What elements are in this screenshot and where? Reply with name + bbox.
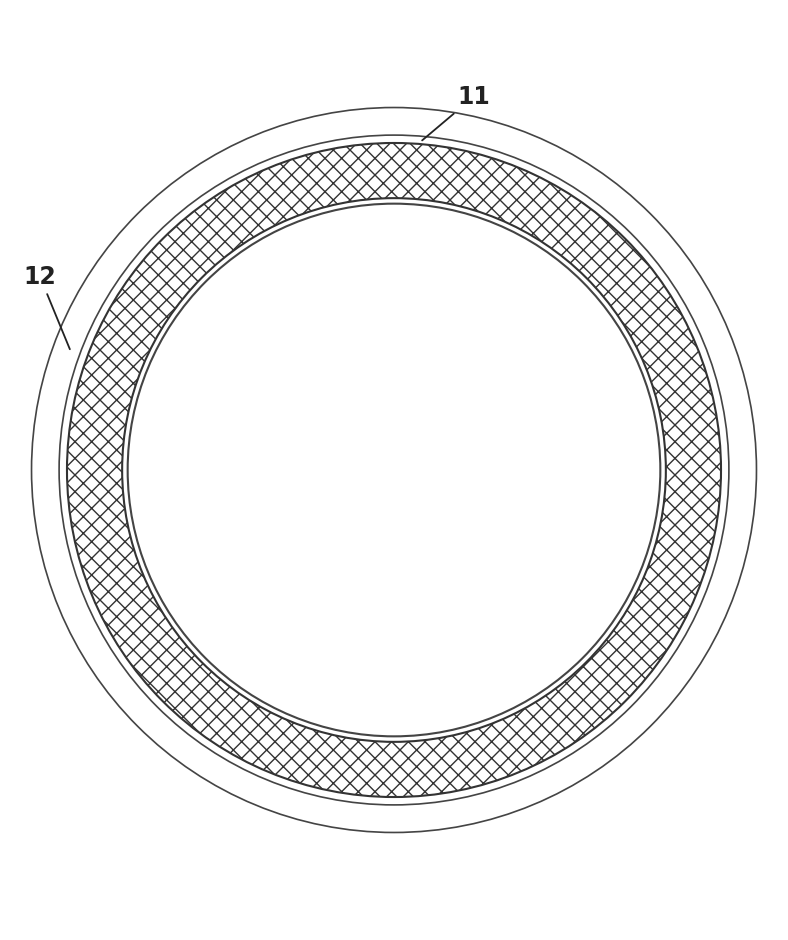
Circle shape [32, 107, 756, 833]
Circle shape [67, 143, 721, 797]
Circle shape [59, 135, 729, 805]
Circle shape [122, 198, 666, 742]
Text: 12: 12 [24, 265, 70, 350]
Text: 11: 11 [422, 86, 490, 140]
Circle shape [128, 204, 660, 736]
